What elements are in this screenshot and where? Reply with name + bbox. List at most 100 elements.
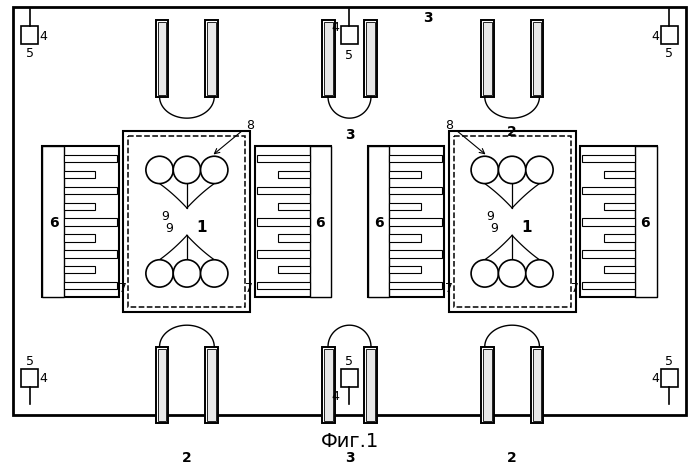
Bar (389, 187, 442, 194)
Text: 5: 5 (665, 354, 673, 367)
Bar (389, 251, 442, 258)
Text: 1: 1 (196, 219, 207, 235)
Bar (389, 235, 421, 242)
Bar (389, 219, 442, 226)
Bar (43, 147, 64, 298)
Bar (366, 24, 375, 95)
Text: 8: 8 (215, 118, 254, 154)
Text: 5: 5 (665, 47, 673, 60)
Bar (449, 132, 575, 313)
Circle shape (173, 157, 201, 184)
Bar (64, 251, 117, 258)
Text: 6: 6 (315, 215, 324, 229)
Circle shape (201, 260, 228, 288)
Text: Фиг.1: Фиг.1 (321, 431, 379, 450)
Bar (582, 156, 635, 163)
Bar (156, 21, 168, 97)
Bar (257, 251, 310, 258)
Bar (257, 219, 310, 226)
Text: 5: 5 (26, 354, 34, 367)
Circle shape (201, 157, 228, 184)
Circle shape (146, 260, 173, 288)
Circle shape (471, 157, 498, 184)
Text: 6: 6 (640, 215, 650, 229)
Bar (603, 267, 635, 274)
Text: 5: 5 (345, 49, 354, 62)
Circle shape (471, 260, 498, 288)
Bar (43, 147, 119, 298)
Text: 4: 4 (39, 30, 48, 43)
Bar (64, 282, 117, 290)
Bar (533, 24, 542, 95)
Text: 6: 6 (49, 215, 59, 229)
Circle shape (526, 260, 553, 288)
Text: 1: 1 (521, 219, 532, 235)
Bar (483, 349, 491, 421)
Bar (124, 132, 250, 313)
Bar (208, 24, 216, 95)
Text: 6: 6 (375, 215, 384, 229)
Text: 4: 4 (39, 372, 48, 385)
Bar (157, 24, 166, 95)
Bar (483, 24, 491, 95)
Bar (364, 347, 377, 423)
Bar (21, 27, 38, 45)
Bar (156, 347, 168, 423)
Bar (208, 349, 216, 421)
Text: 7: 7 (120, 282, 127, 294)
Bar (340, 27, 359, 45)
Bar (389, 267, 421, 274)
Bar (278, 203, 310, 210)
Bar (206, 21, 218, 97)
Text: 5: 5 (26, 47, 34, 60)
Bar (389, 203, 421, 210)
Circle shape (173, 260, 201, 288)
Text: 3: 3 (345, 450, 354, 463)
Text: 2: 2 (507, 450, 517, 463)
Bar (366, 349, 375, 421)
Text: 7: 7 (445, 282, 453, 294)
Circle shape (498, 157, 526, 184)
Text: 9: 9 (491, 222, 498, 235)
Bar (603, 235, 635, 242)
Bar (255, 147, 331, 298)
Bar (531, 347, 543, 423)
Bar (635, 147, 656, 298)
Bar (582, 187, 635, 194)
Text: 8: 8 (445, 118, 484, 154)
Bar (531, 21, 543, 97)
Bar (278, 171, 310, 178)
Bar (389, 171, 421, 178)
Text: 9: 9 (487, 210, 495, 223)
Bar (322, 347, 335, 423)
Circle shape (526, 157, 553, 184)
Circle shape (146, 157, 173, 184)
Text: 4: 4 (651, 372, 660, 385)
Text: 4: 4 (331, 21, 339, 34)
Bar (603, 171, 635, 178)
Text: 4: 4 (651, 30, 660, 43)
Text: 7: 7 (570, 282, 579, 294)
Bar (454, 137, 570, 307)
Bar (206, 347, 218, 423)
Bar (661, 369, 678, 387)
Bar (278, 267, 310, 274)
Bar (580, 147, 656, 298)
Text: 2: 2 (507, 125, 517, 138)
Bar (64, 219, 117, 226)
Bar (368, 147, 389, 298)
Text: 9: 9 (166, 222, 173, 235)
Bar (603, 203, 635, 210)
Bar (21, 369, 38, 387)
Text: 3: 3 (345, 127, 354, 142)
Bar (157, 349, 166, 421)
Text: 9: 9 (161, 210, 169, 223)
Bar (64, 171, 96, 178)
Bar (364, 21, 377, 97)
Bar (278, 235, 310, 242)
Bar (129, 137, 245, 307)
Bar (481, 347, 493, 423)
Bar (324, 349, 333, 421)
Bar (389, 156, 442, 163)
Bar (481, 21, 493, 97)
